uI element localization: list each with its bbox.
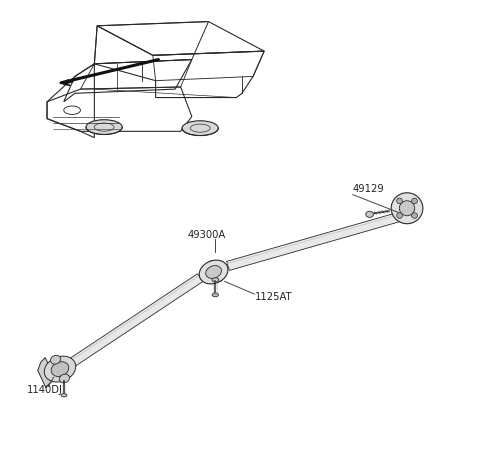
Circle shape	[412, 213, 418, 219]
Circle shape	[396, 213, 402, 219]
Ellipse shape	[206, 265, 221, 279]
Ellipse shape	[199, 260, 228, 284]
Text: 1125AT: 1125AT	[254, 292, 292, 303]
Text: 49300A: 49300A	[187, 230, 226, 241]
Ellipse shape	[59, 374, 70, 383]
Text: 1140DJ: 1140DJ	[26, 385, 62, 395]
Circle shape	[412, 198, 418, 204]
Ellipse shape	[212, 278, 219, 282]
Ellipse shape	[399, 201, 415, 216]
Ellipse shape	[44, 356, 76, 382]
Ellipse shape	[50, 356, 61, 364]
Ellipse shape	[86, 120, 122, 135]
Ellipse shape	[51, 362, 69, 377]
Polygon shape	[207, 260, 222, 282]
Ellipse shape	[366, 211, 373, 218]
Ellipse shape	[182, 121, 218, 136]
Ellipse shape	[391, 193, 423, 224]
Text: 49129: 49129	[353, 183, 384, 194]
Polygon shape	[227, 212, 400, 271]
Ellipse shape	[61, 393, 67, 397]
Polygon shape	[66, 274, 203, 369]
Polygon shape	[38, 357, 56, 387]
Circle shape	[396, 198, 402, 204]
Ellipse shape	[212, 293, 218, 297]
